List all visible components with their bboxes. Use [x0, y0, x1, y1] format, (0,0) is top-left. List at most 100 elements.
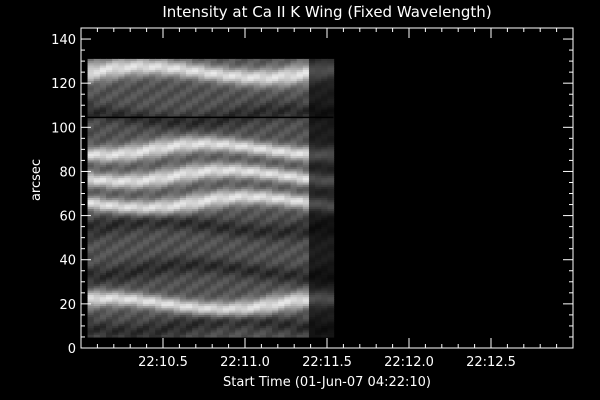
image-cell: [241, 204, 249, 208]
image-cell: [173, 220, 181, 223]
image-cell: [87, 301, 95, 305]
image-cell: [296, 175, 304, 179]
image-cell: [106, 96, 113, 100]
image-cell: [308, 138, 316, 142]
image-cell: [185, 127, 193, 131]
image-cell: [290, 220, 298, 223]
image-cell: [173, 92, 181, 95]
image-cell: [106, 200, 113, 203]
image-cell: [179, 272, 187, 276]
image-cell: [259, 114, 267, 117]
image-cell: [241, 312, 249, 316]
image-cell: [173, 136, 181, 139]
image-cell: [124, 314, 132, 318]
image-cell: [241, 332, 249, 336]
image-cell: [235, 87, 242, 91]
image-cell: [259, 169, 267, 173]
image-cell: [321, 312, 329, 316]
image-cell: [321, 328, 329, 331]
image-cell: [192, 330, 199, 334]
image-cell: [278, 330, 285, 334]
image-cell: [253, 80, 261, 84]
image-cell: [173, 80, 181, 84]
image-cell: [229, 182, 236, 186]
image-cell: [259, 87, 267, 91]
image-cell: [265, 189, 273, 192]
image-cell: [278, 264, 285, 267]
image-cell: [198, 244, 206, 248]
image-cell: [149, 303, 156, 307]
image-cell: [247, 96, 255, 100]
image-cell: [198, 162, 206, 166]
image-cell: [173, 94, 181, 98]
image-cell: [99, 275, 107, 278]
image-cell: [302, 182, 310, 186]
image-cell: [118, 303, 126, 307]
image-cell: [296, 275, 304, 278]
image-cell: [198, 290, 206, 294]
image-cell: [130, 74, 138, 78]
image-cell: [222, 189, 230, 192]
image-cell: [265, 96, 273, 100]
image-cell: [229, 76, 236, 80]
image-cell: [136, 160, 144, 164]
image-cell: [130, 306, 138, 309]
image-cell: [284, 279, 292, 283]
image-cell: [192, 239, 199, 243]
image-cell: [302, 308, 310, 312]
image-cell: [327, 325, 335, 329]
image-cell: [179, 83, 187, 86]
image-cell: [284, 72, 292, 75]
image-cell: [302, 193, 310, 197]
image-cell: [259, 175, 267, 179]
image-cell: [112, 197, 119, 201]
image-cell: [296, 191, 304, 195]
image-cell: [106, 131, 113, 135]
image-cell: [272, 151, 279, 155]
image-cell: [185, 191, 193, 195]
image-cell: [124, 186, 132, 190]
image-cell: [93, 261, 101, 265]
image-cell: [185, 133, 193, 137]
image-cell: [192, 332, 199, 336]
image-cell: [241, 111, 249, 115]
image-cell: [321, 133, 329, 137]
image-cell: [216, 195, 224, 199]
image-cell: [106, 78, 113, 82]
image-cell: [173, 272, 181, 276]
image-cell: [272, 277, 279, 281]
image-cell: [210, 144, 218, 148]
image-cell: [315, 281, 322, 285]
image-cell: [284, 303, 292, 307]
image-cell: [241, 211, 249, 214]
image-cell: [93, 272, 101, 276]
image-cell: [247, 281, 255, 285]
image-cell: [124, 61, 132, 64]
image-cell: [130, 222, 138, 226]
image-cell: [142, 330, 150, 334]
image-cell: [192, 122, 199, 126]
image-cell: [222, 151, 230, 155]
image-cell: [315, 80, 322, 84]
image-cell: [290, 72, 298, 75]
image-cell: [253, 162, 261, 166]
image-cell: [253, 131, 261, 135]
image-cell: [99, 136, 107, 139]
image-cell: [210, 310, 218, 314]
image-cell: [99, 133, 107, 137]
image-cell: [247, 114, 255, 117]
image-cell: [259, 250, 267, 254]
image-cell: [124, 197, 132, 201]
image-cell: [93, 138, 101, 142]
image-cell: [149, 259, 156, 263]
image-cell: [259, 136, 267, 139]
image-cell: [253, 242, 261, 245]
image-cell: [265, 133, 273, 137]
image-cell: [204, 100, 212, 104]
image-cell: [167, 105, 175, 109]
image-cell: [118, 217, 126, 221]
image-cell: [247, 87, 255, 91]
image-cell: [222, 107, 230, 111]
image-cell: [179, 169, 187, 173]
image-cell: [124, 306, 132, 309]
